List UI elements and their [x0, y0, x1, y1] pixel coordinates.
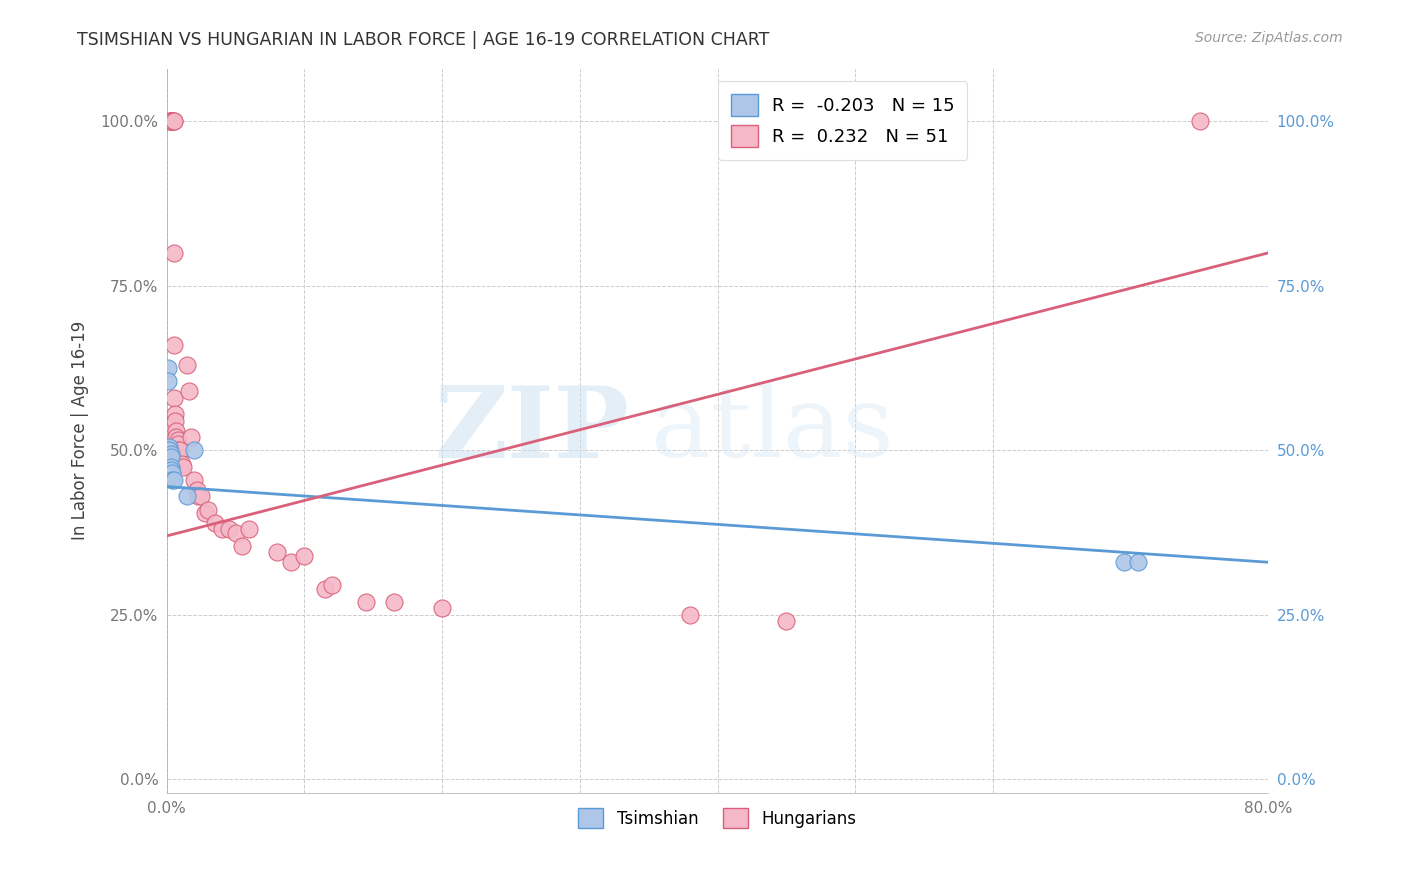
Point — [679, 607, 702, 622]
Point — [165, 424, 187, 438]
Point — [197, 502, 219, 516]
Point — [266, 545, 288, 559]
Point — [162, 245, 184, 260]
Point — [190, 490, 212, 504]
Point — [166, 434, 188, 448]
Text: atlas: atlas — [651, 383, 894, 478]
Point — [186, 483, 208, 497]
Point — [382, 595, 405, 609]
Legend: Tsimshian, Hungarians: Tsimshian, Hungarians — [572, 801, 863, 835]
Point — [162, 114, 184, 128]
Point — [166, 436, 188, 450]
Point — [163, 414, 186, 428]
Point — [314, 582, 336, 596]
Point — [159, 450, 181, 464]
Point — [176, 490, 198, 504]
Point — [225, 525, 247, 540]
Point — [166, 450, 188, 464]
Point — [183, 473, 205, 487]
Point — [160, 114, 183, 128]
Point — [294, 549, 316, 563]
Point — [159, 114, 181, 128]
Point — [211, 522, 233, 536]
Point — [170, 457, 193, 471]
Text: ZIP: ZIP — [434, 382, 630, 479]
Text: TSIMSHIAN VS HUNGARIAN IN LABOR FORCE | AGE 16-19 CORRELATION CHART: TSIMSHIAN VS HUNGARIAN IN LABOR FORCE | … — [77, 31, 769, 49]
Point — [159, 447, 181, 461]
Point — [204, 516, 226, 530]
Point — [157, 361, 180, 376]
Point — [159, 463, 181, 477]
Point — [167, 457, 190, 471]
Point — [194, 506, 217, 520]
Point — [159, 459, 181, 474]
Point — [1126, 555, 1149, 569]
Point — [159, 114, 181, 128]
Point — [1188, 114, 1211, 128]
Point — [166, 443, 188, 458]
Y-axis label: In Labor Force | Age 16-19: In Labor Force | Age 16-19 — [72, 321, 89, 541]
Point — [162, 473, 184, 487]
Point — [160, 114, 183, 128]
Text: Source: ZipAtlas.com: Source: ZipAtlas.com — [1195, 31, 1343, 45]
Point — [160, 473, 183, 487]
Point — [162, 338, 184, 352]
Point — [162, 114, 184, 128]
Point — [775, 615, 797, 629]
Point — [280, 555, 302, 569]
Point — [159, 443, 181, 458]
Point — [177, 384, 200, 398]
Point — [162, 391, 184, 405]
Point — [238, 522, 260, 536]
Point — [160, 114, 183, 128]
Point — [167, 450, 190, 464]
Point — [176, 358, 198, 372]
Point — [160, 114, 183, 128]
Point — [169, 443, 191, 458]
Point — [157, 374, 180, 388]
Point — [218, 522, 240, 536]
Point — [183, 443, 205, 458]
Point — [180, 430, 202, 444]
Point — [159, 440, 181, 454]
Point — [1112, 555, 1135, 569]
Point — [159, 114, 181, 128]
Point — [160, 467, 183, 481]
Point — [231, 539, 253, 553]
Point — [163, 407, 186, 421]
Point — [187, 490, 209, 504]
Point — [172, 459, 194, 474]
Point — [321, 578, 343, 592]
Point — [165, 430, 187, 444]
Point — [356, 595, 378, 609]
Point — [430, 601, 453, 615]
